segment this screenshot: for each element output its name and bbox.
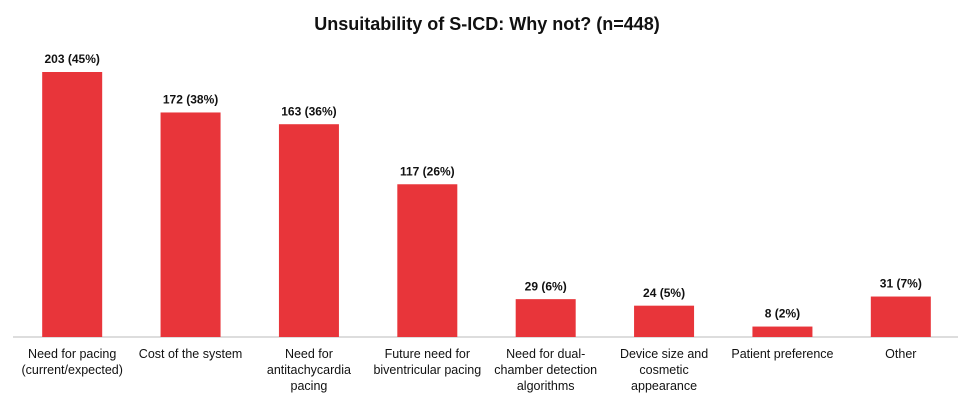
- value-label: 117 (26%): [400, 164, 455, 178]
- bar: [278, 124, 339, 337]
- x-tick-label: Need for antitachycardia pacing: [266, 347, 351, 393]
- value-label: 203 (45%): [45, 52, 100, 66]
- bar: [870, 296, 931, 337]
- value-label: 163 (36%): [281, 104, 336, 118]
- value-label: 24 (5%): [643, 286, 685, 300]
- bar: [160, 112, 221, 337]
- bar: [397, 184, 458, 337]
- bar: [634, 305, 695, 337]
- x-tick-label: Other: [885, 347, 917, 361]
- bar: [42, 72, 103, 337]
- x-tick-label: Need for pacing (current/expected): [21, 347, 123, 377]
- value-label: 172 (38%): [163, 93, 218, 107]
- value-label: 29 (6%): [525, 279, 567, 293]
- x-tick-label: Need for dual-chamber detection algorith…: [494, 347, 598, 393]
- x-tick-label: Future need for biventricular pacing: [373, 347, 482, 377]
- chart-title: Unsuitability of S-ICD: Why not? (n=448): [314, 14, 660, 34]
- x-tick-label: Cost of the system: [138, 347, 243, 361]
- bar: [752, 326, 813, 337]
- x-tick-label: Patient preference: [731, 347, 834, 361]
- bar: [515, 299, 576, 337]
- value-label: 31 (7%): [880, 277, 922, 291]
- value-label: 8 (2%): [765, 307, 800, 321]
- x-tick-label: Device size and cosmetic appearance: [619, 347, 709, 393]
